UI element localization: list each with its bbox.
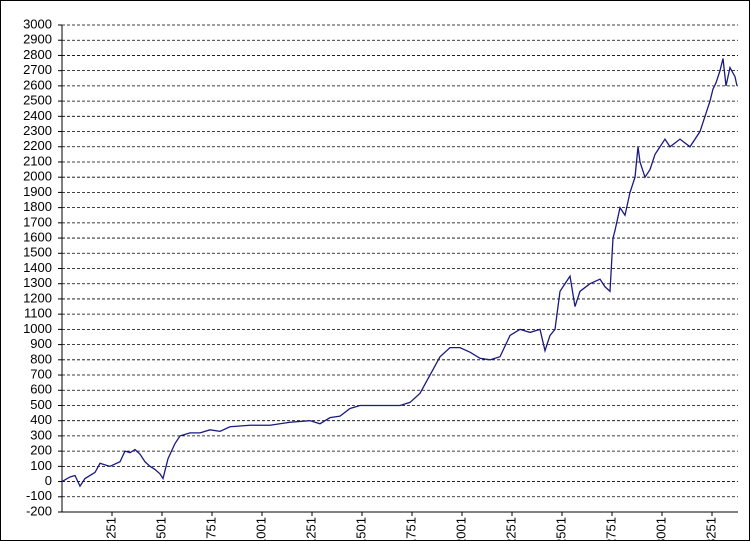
y-tick-label: 2700 xyxy=(23,62,52,77)
y-tick-label: 100 xyxy=(30,458,52,473)
y-tick-label: 1000 xyxy=(23,321,52,336)
y-tick-label: 2200 xyxy=(23,138,52,153)
y-tick-label: -100 xyxy=(26,488,52,503)
x-tick-label: 751 xyxy=(203,517,218,539)
y-tick-label: 500 xyxy=(30,397,52,412)
y-tick-label: 1400 xyxy=(23,260,52,275)
x-tick-label: 1251 xyxy=(303,517,318,541)
y-tick-label: 2800 xyxy=(23,47,52,62)
x-tick-label: 1751 xyxy=(403,517,418,541)
x-tick-label: 1001 xyxy=(253,517,268,541)
y-tick-label: 300 xyxy=(30,427,52,442)
x-tick-label: 1501 xyxy=(353,517,368,541)
y-tick-label: 1700 xyxy=(23,214,52,229)
x-tick-label: 3001 xyxy=(653,517,668,541)
x-tick-label: 3251 xyxy=(703,517,718,541)
x-tick-label: 501 xyxy=(153,517,168,539)
y-tick-label: 2400 xyxy=(23,108,52,123)
y-tick-label: 1600 xyxy=(23,230,52,245)
y-tick-label: 800 xyxy=(30,351,52,366)
y-tick-label: 1300 xyxy=(23,275,52,290)
y-tick-label: 600 xyxy=(30,382,52,397)
x-tick-label: 251 xyxy=(103,517,118,539)
x-tick-label: 2001 xyxy=(453,517,468,541)
x-tick-label: 2251 xyxy=(503,517,518,541)
y-tick-label: 1200 xyxy=(23,290,52,305)
y-tick-label: 200 xyxy=(30,443,52,458)
y-tick-label: 2000 xyxy=(23,169,52,184)
x-tick-label: 2751 xyxy=(603,517,618,541)
y-tick-label: 1800 xyxy=(23,199,52,214)
y-tick-label: 2100 xyxy=(23,153,52,168)
y-tick-label: 3000 xyxy=(23,16,52,31)
y-tick-label: 1100 xyxy=(24,306,52,321)
y-tick-label: -200 xyxy=(26,503,52,518)
y-tick-label: 900 xyxy=(30,336,52,351)
y-tick-label: 2500 xyxy=(23,93,52,108)
y-tick-label: 400 xyxy=(30,412,52,427)
y-tick-label: 2600 xyxy=(23,77,52,92)
data-line xyxy=(61,58,738,488)
y-tick-label: 1900 xyxy=(23,184,52,199)
y-tick-label: 2300 xyxy=(23,123,52,138)
y-tick-label: 2900 xyxy=(23,32,52,47)
x-tick-label: 2501 xyxy=(553,517,568,541)
y-tick-label: 700 xyxy=(30,366,52,381)
y-tick-label: 0 xyxy=(45,473,52,488)
y-tick-label: 1500 xyxy=(23,245,52,260)
